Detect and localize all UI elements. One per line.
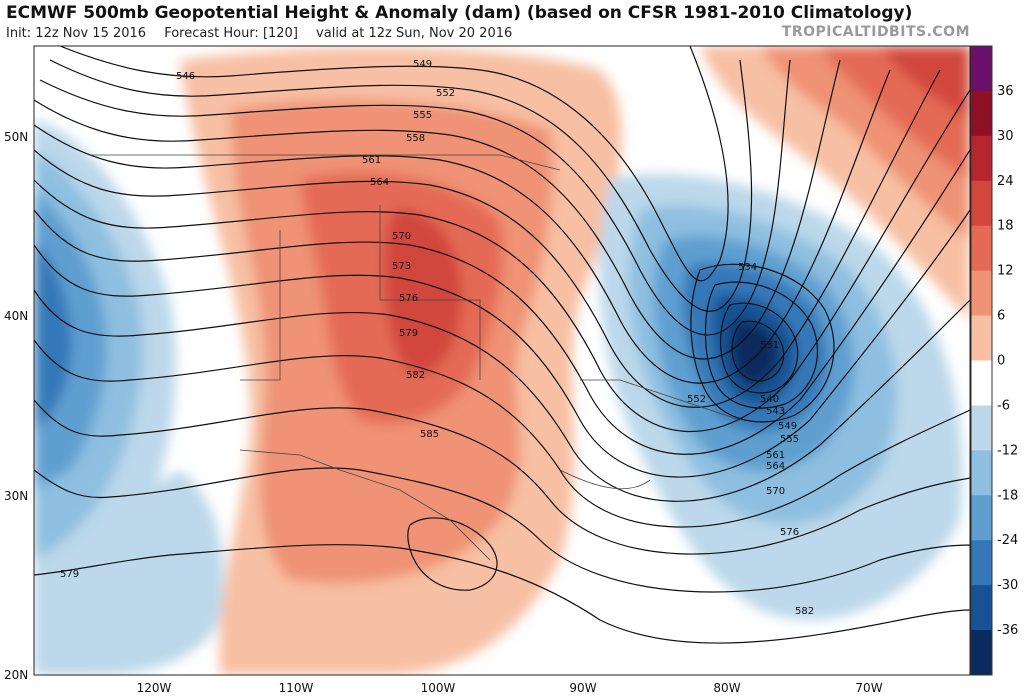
contour-label: 570: [392, 231, 411, 242]
colorbar-swatch: [971, 180, 992, 227]
colorbar-label: -18: [997, 488, 1018, 503]
contour-label: 564: [766, 461, 785, 472]
colorbar-swatch: [971, 450, 992, 496]
contour-label: 564: [370, 177, 389, 188]
contour-label: 585: [420, 429, 439, 440]
contour-label: 543: [766, 406, 785, 417]
colorbar: 36 30 24 18 12 6 0 -6 -12 -18 -24 -30 -36: [970, 45, 1018, 676]
colorbar-swatch: [971, 90, 992, 137]
contour-label: 582: [795, 606, 814, 617]
colorbar-label: -30: [997, 578, 1018, 593]
lat-tick-label: 50N: [4, 130, 28, 144]
contour-label: 531: [760, 340, 779, 351]
height-contours: [34, 46, 970, 644]
contour-label: 561: [766, 450, 785, 461]
colorbar-label: -36: [997, 623, 1018, 638]
forecast-hour: Forecast Hour: [120]: [164, 26, 298, 41]
lon-tick-label: 70W: [855, 681, 882, 695]
lat-tick-label: 30N: [4, 489, 28, 503]
contour-label: 552: [436, 88, 455, 99]
contour-labels: 546 549 552 555 558 561 564 570 573 576 …: [60, 59, 814, 617]
lat-ticks: 50N 40N 30N 20N: [4, 130, 28, 682]
contour-label: 555: [413, 110, 432, 121]
lon-tick-label: 90W: [569, 681, 596, 695]
lon-tick-label: 110W: [279, 681, 314, 695]
contour-label: 573: [392, 261, 411, 272]
contour-label: 561: [362, 155, 381, 166]
lon-tick-label: 100W: [421, 681, 456, 695]
colorbar-label: 24: [997, 174, 1014, 189]
colorbar-swatch: [971, 540, 992, 586]
valid-time: valid at 12z Sun, Nov 20 2016: [316, 26, 513, 41]
boundaries: [90, 154, 741, 561]
colorbar-swatch: [971, 405, 992, 451]
header: ECMWF 500mb Geopotential Height & Anomal…: [0, 0, 1024, 46]
colorbar-label: -24: [997, 533, 1018, 548]
colorbar-label: -12: [997, 443, 1018, 458]
contour-label: 579: [399, 328, 418, 339]
contour-label: 570: [766, 486, 785, 497]
contour-label: 540: [760, 394, 779, 405]
colorbar-label: 36: [997, 84, 1014, 99]
colorbar-swatch: [971, 315, 992, 361]
colorbar-label: 6: [997, 309, 1005, 324]
colorbar-swatch: [971, 630, 992, 676]
map-title: ECMWF 500mb Geopotential Height & Anomal…: [6, 3, 913, 23]
contour-label: 546: [176, 71, 195, 82]
contour-label: 579: [60, 569, 79, 580]
contour-label: 534: [738, 262, 757, 273]
colorbar-swatch: [971, 495, 992, 541]
contour-label: 549: [778, 421, 797, 432]
contour-label: 555: [780, 434, 799, 445]
contour-label: 549: [413, 59, 432, 70]
brand-watermark: TROPICALTIDBITS.COM: [781, 24, 970, 40]
map-subtitle: Init: 12z Nov 15 2016 Forecast Hour: [12…: [6, 26, 526, 41]
map-frame: [33, 45, 971, 676]
colorbar-label: 12: [997, 264, 1014, 279]
contour-label: 582: [406, 370, 425, 381]
colorbar-swatch: [971, 225, 992, 272]
lon-tick-label: 120W: [137, 681, 172, 695]
colorbar-swatch: [971, 585, 992, 631]
colorbar-swatch: [971, 46, 992, 92]
lon-ticks: 120W 110W 100W 90W 80W 70W: [137, 681, 883, 695]
colorbar-frame: [970, 45, 993, 676]
lat-tick-label: 40N: [4, 309, 28, 323]
init-time: Init: 12z Nov 15 2016: [6, 26, 147, 41]
contour-label: 576: [399, 293, 418, 304]
lon-tick-label: 80W: [713, 681, 740, 695]
colorbar-label: 0: [997, 354, 1005, 369]
anomaly-shading: [34, 46, 970, 675]
contour-label: 576: [780, 527, 799, 538]
lat-tick-label: 20N: [4, 668, 28, 682]
colorbar-swatch: [971, 270, 992, 317]
colorbar-label: -6: [997, 398, 1010, 413]
colorbar-label: 18: [997, 219, 1014, 234]
colorbar-swatch: [971, 360, 992, 406]
colorbar-label: 30: [997, 129, 1014, 144]
colorbar-swatch: [971, 135, 992, 182]
contour-label: 558: [406, 133, 425, 144]
contour-label: 552: [687, 394, 706, 405]
